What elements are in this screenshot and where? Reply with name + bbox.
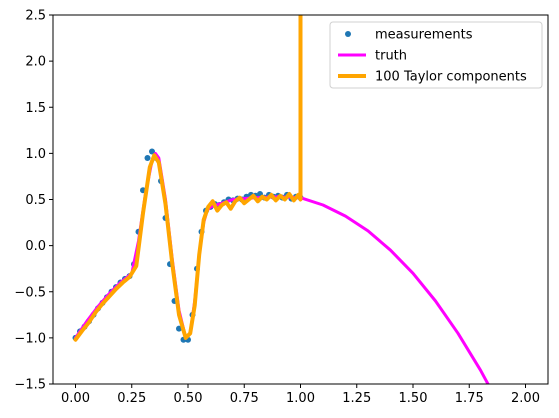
y-tick-label: 0.5 [25, 193, 46, 208]
y-tick-label: 1.5 [25, 101, 46, 116]
legend: measurements truth 100 Taylor components [329, 21, 543, 89]
series-measurements [72, 148, 304, 343]
y-tick-label: 0.0 [25, 239, 46, 254]
legend-label: truth [375, 49, 407, 64]
x-tick-label: 0.50 [174, 391, 203, 406]
y-tick-label: −0.5 [14, 285, 46, 300]
legend-box [329, 21, 543, 89]
x-tick-label: 1.75 [455, 391, 484, 406]
x-tick-label: 1.25 [342, 391, 371, 406]
legend-marker-measurements [345, 31, 351, 37]
x-tick-label: 0.25 [117, 391, 146, 406]
axes: 0.00 0.25 0.50 0.75 1.00 1.25 1.50 1.75 2.00 −1.5… [14, 9, 549, 406]
y-tick-label: 1.0 [25, 147, 46, 162]
y-tick-label: −1.0 [14, 331, 46, 346]
y-tick-label: −1.5 [14, 378, 46, 393]
x-tick-label: 1.50 [399, 391, 428, 406]
measurement-point [149, 148, 155, 155]
legend-label: measurements [375, 28, 473, 43]
plot-marks [72, 15, 490, 384]
y-tick-label: 2.5 [25, 9, 46, 24]
y-tick-label: 2.0 [25, 55, 46, 70]
x-tick-label: 0.00 [61, 391, 90, 406]
x-tick-label: 2.00 [511, 391, 540, 406]
x-tick-label: 0.75 [230, 391, 259, 406]
plot-area [72, 15, 490, 384]
measurement-point [144, 154, 151, 161]
series-taylor-line [73, 15, 303, 342]
x-tick-label: 1.00 [286, 391, 315, 406]
legend-label: 100 Taylor components [375, 70, 527, 85]
